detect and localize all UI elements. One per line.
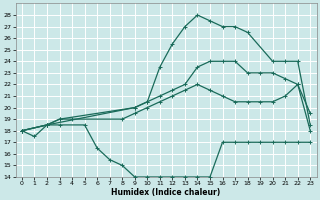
X-axis label: Humidex (Indice chaleur): Humidex (Indice chaleur): [111, 188, 221, 197]
